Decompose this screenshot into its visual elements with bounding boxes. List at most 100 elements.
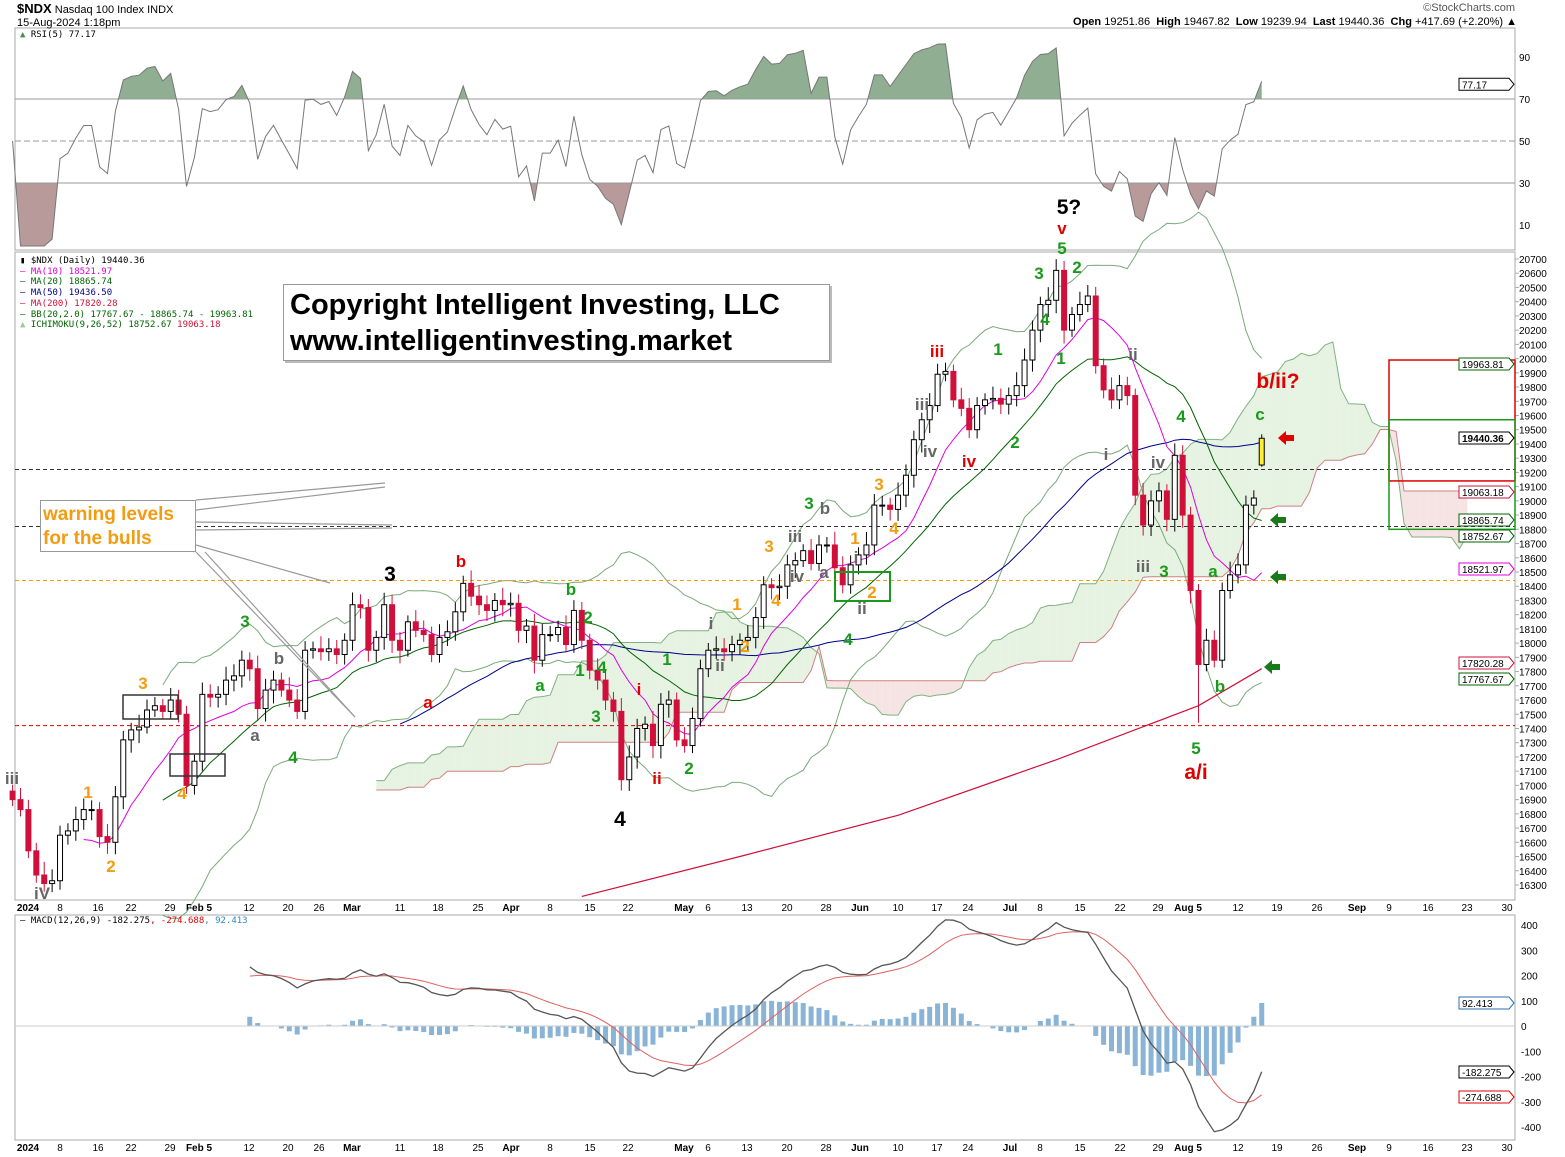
- candle-body: [373, 636, 380, 651]
- candle-body: [286, 689, 293, 701]
- macd-histogram-bar: [547, 1026, 553, 1038]
- cloud-segment: [913, 680, 922, 697]
- macd-histogram-bar: [389, 1026, 395, 1028]
- macd-histogram-bar: [816, 1007, 822, 1026]
- cloud-segment: [1095, 571, 1104, 643]
- candle-body: [531, 625, 538, 661]
- legend-bb: — BB(20,2.0) 17767.67 - 18865.74 - 19963…: [20, 309, 254, 320]
- macd-histogram-bar: [690, 1026, 696, 1029]
- cloud-segment: [605, 642, 614, 743]
- cloud-segment: [795, 632, 804, 683]
- date-tick-label: 13: [741, 1143, 753, 1154]
- candle-body: [1242, 504, 1249, 566]
- cloud-segment: [1048, 605, 1057, 662]
- cloud-segment: [645, 642, 653, 743]
- macd-histogram-bar: [1251, 1016, 1257, 1026]
- cloud-segment: [953, 680, 962, 693]
- candle-body: [310, 648, 317, 651]
- macd-line: [249, 919, 1263, 1133]
- cloud-segment: [684, 630, 693, 713]
- candle-body: [341, 639, 348, 656]
- candle-body: [1235, 564, 1242, 576]
- candle-body: [325, 648, 332, 653]
- macd-histogram-bar: [587, 1026, 593, 1038]
- date-tick-label: 15: [584, 903, 596, 914]
- macd-histogram-bar: [626, 1026, 632, 1056]
- macd-histogram-bar: [840, 1021, 846, 1026]
- candle-body: [681, 739, 688, 747]
- candle-body: [1179, 454, 1186, 516]
- candle-body: [136, 726, 143, 731]
- macd-histogram-bar: [990, 1026, 996, 1029]
- candle-body: [800, 550, 807, 562]
- candle-body: [57, 834, 64, 882]
- macd-histogram-bar: [666, 1026, 672, 1032]
- candle-body: [72, 819, 79, 832]
- wave-label: b: [1215, 677, 1225, 696]
- date-tick-label: Aug 5: [1174, 903, 1202, 914]
- macd-histogram-bar: [1045, 1018, 1051, 1026]
- legend-text: MA(200) 17820.28: [30, 298, 118, 309]
- macd-histogram-bar: [1259, 1002, 1265, 1026]
- price-tick-label: 19400: [1519, 440, 1547, 451]
- macd-histogram-bar: [895, 1018, 901, 1026]
- date-tick-label: 17: [931, 1143, 943, 1154]
- green-arrow-icon: [1264, 660, 1280, 674]
- candle-body: [997, 397, 1004, 405]
- cloud-segment: [455, 746, 464, 772]
- macd-histogram-bar: [1227, 1026, 1233, 1053]
- cloud-segment: [447, 746, 456, 772]
- candle-body: [254, 668, 261, 710]
- macd-histogram-bar: [302, 1026, 308, 1030]
- date-tick-label: 23: [1461, 903, 1473, 914]
- wave-label: 2: [684, 759, 693, 778]
- date-tick-label: 6: [705, 903, 711, 914]
- macd-tick-label: -200: [1521, 1073, 1541, 1084]
- date-tick-label: 26: [1311, 903, 1323, 914]
- macd-histogram-bar: [452, 1026, 458, 1032]
- cloud-segment: [898, 680, 906, 716]
- candles: [9, 259, 1265, 893]
- macd-histogram-bar: [974, 1024, 980, 1026]
- candle-body: [444, 631, 451, 638]
- candle-body: [159, 705, 166, 712]
- macd-histogram-bar: [1172, 1026, 1178, 1062]
- ma200-line: [581, 668, 1263, 897]
- wave-label: a: [535, 676, 545, 695]
- cloud-segment: [1309, 353, 1318, 493]
- legend-text: MA(50) 19436.50: [30, 288, 113, 299]
- candle-body: [626, 756, 633, 781]
- legend-text: ICHIMOKU(9,26,52) 18752.67: [30, 320, 172, 331]
- candle-body: [539, 634, 546, 661]
- date-tick-label: 18: [432, 903, 444, 914]
- price-tick-label: 19600: [1519, 411, 1547, 422]
- cloud-segment: [676, 630, 685, 713]
- legend-ma50: — MA(50) 19436.50: [20, 288, 113, 299]
- macd-tick-label: 300: [1521, 946, 1538, 957]
- wave-label: iv: [962, 452, 977, 471]
- macd-histogram-bar: [713, 1008, 719, 1026]
- price-tag-label: 19063.18: [1462, 488, 1504, 499]
- candle-body: [207, 693, 214, 698]
- legend-ma20: — MA(20) 18865.74: [20, 277, 113, 288]
- wave-label: 3: [591, 707, 600, 726]
- price-tick-label: 20400: [1519, 298, 1547, 309]
- low-label: Low: [1235, 16, 1258, 28]
- cloud-segment: [826, 680, 835, 689]
- cloud-segment: [1000, 633, 1009, 672]
- macd-histogram-bar: [705, 1012, 711, 1026]
- wave-label: iii: [788, 527, 802, 546]
- callout-pointer-line: [195, 544, 331, 584]
- cloud-segment: [629, 642, 638, 743]
- cloud-segment: [1332, 341, 1341, 461]
- candle-body: [389, 604, 396, 641]
- wave-label: a: [250, 726, 260, 745]
- callout-pointer-line: [195, 527, 393, 531]
- cloud-segment: [1008, 629, 1017, 668]
- date-tick-label: Jul: [1003, 903, 1018, 914]
- wave-label: 2: [106, 857, 115, 876]
- cloud-segment: [1380, 426, 1389, 430]
- macd-histogram-bar: [1235, 1026, 1241, 1043]
- cloud-segment: [1261, 374, 1270, 509]
- date-tick-label: 20: [282, 1143, 294, 1154]
